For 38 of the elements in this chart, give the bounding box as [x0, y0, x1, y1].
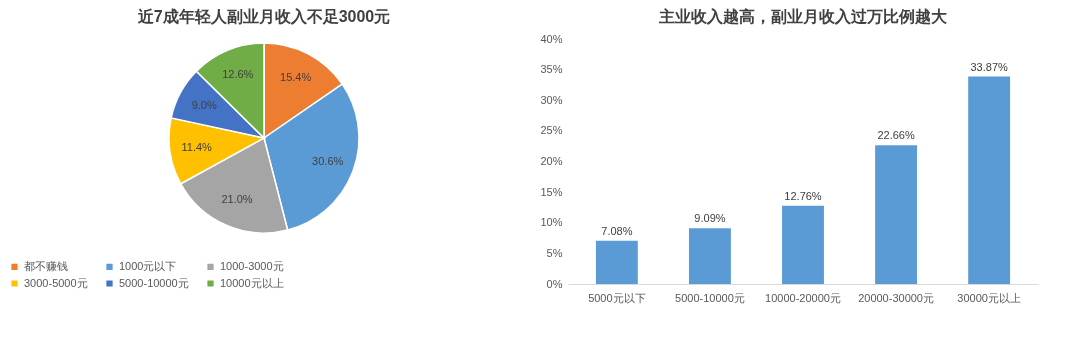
x-tick-label: 20000-30000元 — [858, 291, 934, 304]
chart-title: 近7成年轻人副业月收入不足3000元 — [136, 8, 391, 25]
bar — [688, 228, 731, 284]
data-label: 33.87% — [970, 60, 1009, 73]
bar — [595, 240, 638, 284]
bar — [968, 76, 1011, 284]
y-tick-label: 10% — [540, 216, 563, 229]
y-tick-label: 40% — [540, 32, 563, 45]
data-label: 21.0% — [221, 193, 253, 206]
data-label: 12.6% — [222, 68, 254, 81]
y-tick-label: 35% — [540, 63, 563, 76]
bar — [782, 205, 824, 284]
legend-label: 10000元以上 — [220, 276, 284, 289]
chart-title: 主业收入越高，副业月收入过万比例越大 — [658, 7, 948, 25]
y-tick-label: 15% — [540, 185, 563, 198]
y-tick-label: 20% — [540, 155, 563, 167]
legend-label: 都不赚钱 — [24, 259, 68, 272]
data-label: 9.09% — [694, 212, 726, 225]
legend-label: 1000-3000元 — [220, 259, 284, 272]
x-tick-label: 30000元以上 — [957, 291, 1021, 304]
data-label: 22.66% — [877, 129, 915, 142]
x-tick-label: 10000-20000元 — [765, 291, 841, 304]
y-tick-label: 30% — [540, 93, 563, 106]
data-label: 7.08% — [601, 224, 633, 237]
legend-label: 3000-5000元 — [24, 276, 88, 289]
y-tick-label: 0% — [546, 277, 563, 290]
y-tick-label: 25% — [540, 124, 563, 137]
y-tick-label: 5% — [546, 246, 563, 259]
data-label: 12.76% — [784, 189, 822, 202]
data-label: 9.0% — [191, 98, 217, 111]
x-tick-label: 5000元以下 — [588, 291, 646, 304]
legend-label: 1000元以下 — [119, 259, 177, 272]
data-label: 11.4% — [181, 140, 213, 153]
x-tick-label: 5000-10000元 — [675, 291, 745, 304]
data-label: 30.6% — [312, 154, 344, 167]
legend-label: 5000-10000元 — [119, 276, 189, 289]
bar — [875, 145, 918, 284]
data-label: 15.4% — [280, 70, 312, 83]
